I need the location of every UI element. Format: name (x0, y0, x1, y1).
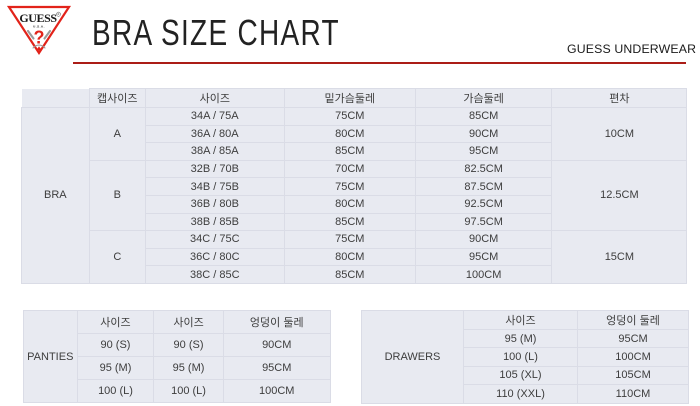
svg-text:GUESS: GUESS (19, 11, 57, 25)
svg-text:R: R (58, 13, 60, 16)
svg-text:?: ? (34, 27, 45, 47)
